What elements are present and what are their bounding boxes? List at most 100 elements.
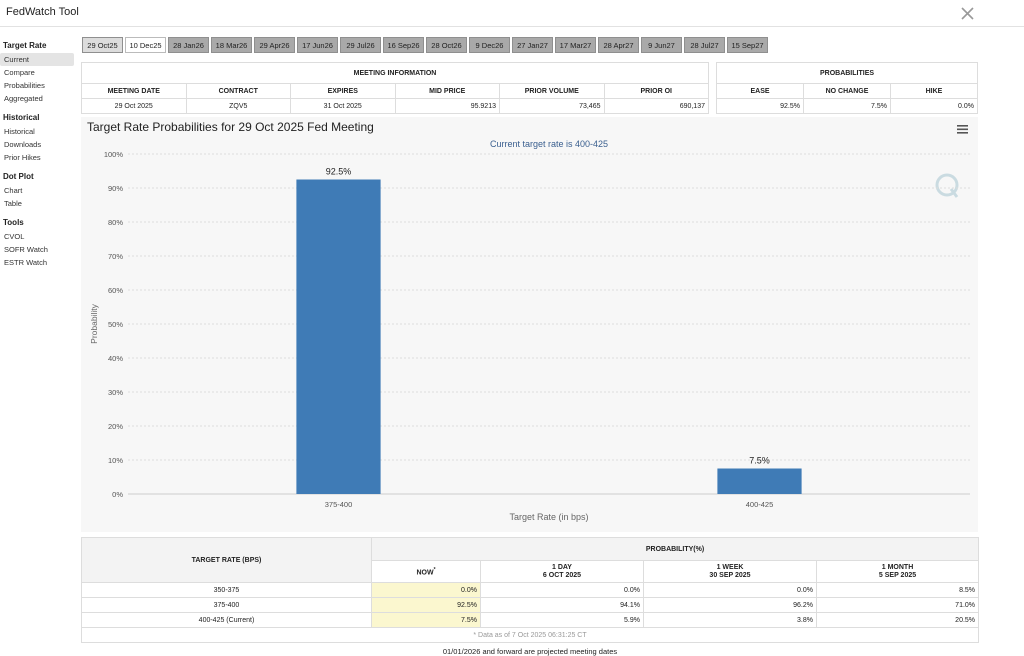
meeting-tab[interactable]: 29 Apr26 (254, 37, 295, 53)
probability-cell: 3.8% (643, 612, 817, 628)
footnote-row: * Data as of 7 Oct 2025 06:31:25 CT (80, 627, 980, 643)
sidebar-heading: Dot Plot (3, 172, 34, 181)
meeting-tab[interactable]: 28 Jan26 (168, 37, 209, 53)
group-header: PROBABILITY(%) (370, 537, 980, 561)
table-cell: 29 Oct 2025 (81, 98, 187, 114)
probability-cell: 0.0% (643, 582, 817, 598)
meeting-tab[interactable]: 27 Jan27 (512, 37, 553, 53)
column-header: EASE (716, 83, 804, 99)
meeting-tab[interactable]: 9 Jun27 (641, 37, 682, 53)
column-header: HIKE (890, 83, 978, 99)
sidebar-link[interactable]: Historical (4, 127, 35, 136)
table-cell: ZQV5 (185, 98, 291, 114)
sidebar-link[interactable]: Probabilities (4, 81, 45, 90)
sidebar-link[interactable]: SOFR Watch (4, 245, 48, 254)
table-cell: 31 Oct 2025 (290, 98, 396, 114)
table-header-row: TARGET RATE (BPS) PROBABILITY(%) (81, 537, 980, 583)
meeting-tab[interactable]: 18 Mar26 (211, 37, 252, 53)
y-axis-label: Probability (89, 303, 99, 343)
meeting-info-table: MEETING INFORMATION MEETING DATE CONTRACT E… (81, 62, 709, 114)
table-row: 92.5% 7.5% 0.0% (716, 98, 978, 114)
meeting-tab[interactable]: 9 Dec26 (469, 37, 510, 53)
y-tick-label: 10% (108, 456, 123, 465)
rate-cell: 400-425 (Current) (81, 612, 372, 628)
column-label: NOW (416, 569, 434, 577)
meeting-tab[interactable]: 16 Sep26 (383, 37, 424, 53)
column-label: 1 MONTH (881, 563, 914, 571)
column-header: NO CHANGE (803, 83, 891, 99)
table-header-row: EASE NO CHANGE HIKE (716, 83, 978, 99)
column-header: CONTRACT (185, 83, 291, 99)
watermark-logo (935, 173, 959, 198)
table-title: PROBABILITIES (716, 62, 978, 84)
meeting-tab[interactable]: 28 Apr27 (598, 37, 639, 53)
rate-cell: 350-375 (81, 582, 372, 598)
meeting-tab[interactable]: 15 Sep27 (727, 37, 768, 53)
probability-cell: 94.1% (480, 597, 644, 613)
meeting-tab[interactable]: 10 Dec25 (125, 37, 166, 53)
column-label: 1 DAY (552, 563, 572, 571)
probability-cell: 0.0% (371, 582, 481, 598)
table-title: MEETING INFORMATION (81, 62, 709, 84)
table-header-row: NOW* 1 DAY 6 OCT 2025 1 WEEK 30 SEP 2025 1 MO… (82, 560, 980, 583)
meeting-tab[interactable]: 17 Jun26 (297, 37, 338, 53)
y-tick-label: 90% (108, 184, 123, 193)
header-rule (0, 26, 1024, 27)
sidebar-link[interactable]: ESTR Watch (4, 258, 48, 267)
column-note: * (433, 566, 436, 573)
meeting-tab[interactable]: 17 Mar27 (555, 37, 596, 53)
sidebar-link[interactable]: Downloads (4, 140, 42, 149)
sidebar-link[interactable]: Prior Hikes (4, 153, 41, 162)
y-tick-label: 0% (112, 490, 123, 499)
sidebar-heading: Tools (3, 218, 24, 227)
probabilities-table: PROBABILITIES EASE NO CHANGE HIKE 92.5% 7.5% 0… (716, 62, 978, 114)
column-header: 1 DAY 6 OCT 2025 (480, 560, 644, 583)
column-header: PRIOR VOLUME (499, 83, 605, 99)
table-cell: 92.5% (716, 98, 804, 114)
menu-icon[interactable] (957, 125, 968, 134)
sidebar-link[interactable]: Chart (4, 186, 23, 195)
probability-cell: 71.0% (815, 597, 980, 613)
close-x-icon[interactable] (961, 7, 974, 20)
meeting-tab[interactable]: 28 Oct26 (426, 37, 467, 53)
probability-table: TARGET RATE (BPS) PROBABILITY(%) NOW* 1 DAY… (80, 537, 980, 643)
table-header-row: MEETING DATE CONTRACT EXPIRES MID PRICE PRIO… (81, 83, 709, 99)
x-tick-label: 375-400 (325, 500, 353, 509)
y-tick-label: 40% (108, 354, 123, 363)
sidebar-link[interactable]: Compare (4, 68, 35, 77)
meeting-tab[interactable]: 28 Jul27 (684, 37, 725, 53)
table-cell: 690,137 (603, 98, 709, 114)
meeting-tab[interactable]: 29 Oct25 (82, 37, 123, 53)
column-header: 1 MONTH 5 SEP 2025 (815, 560, 980, 583)
y-tick-label: 30% (108, 388, 123, 397)
column-date: 6 OCT 2025 (542, 571, 582, 579)
sidebar-link[interactable]: CVOL (4, 232, 25, 241)
x-axis-label: Target Rate (in bps) (509, 512, 588, 522)
data-label: 92.5% (326, 167, 352, 177)
column-header: PRIOR OI (603, 83, 709, 99)
probability-cell: 7.5% (371, 612, 481, 628)
bar (717, 468, 802, 494)
table-row: 375-400 92.5% 94.1% 96.2% 71.0% (81, 597, 980, 613)
table-cell: 95.9213 (394, 98, 500, 114)
sidebar-link[interactable]: Table (4, 199, 22, 208)
probability-cell: 5.9% (480, 612, 644, 628)
probability-cell: 92.5% (371, 597, 481, 613)
y-tick-label: 80% (108, 218, 123, 227)
probabilities-panel: PROBABILITIES EASE NO CHANGE HIKE 92.5% 7.5% 0… (716, 62, 978, 114)
table-title-row: PROBABILITIES (716, 62, 978, 84)
meeting-tab[interactable]: 29 Jul26 (340, 37, 381, 53)
table-title-row: MEETING INFORMATION (81, 62, 709, 84)
probability-cell: 20.5% (815, 612, 980, 628)
app-title: FedWatch Tool (6, 6, 79, 18)
table-cell: 7.5% (803, 98, 891, 114)
sidebar-link[interactable]: Current (0, 53, 74, 66)
column-header: EXPIRES (290, 83, 396, 99)
sidebar-heading: Historical (3, 113, 40, 122)
probability-cell: 0.0% (480, 582, 644, 598)
rate-cell: 375-400 (81, 597, 372, 613)
sidebar-link[interactable]: Aggregated (4, 94, 43, 103)
table-row: 350-375 0.0% 0.0% 0.0% 8.5% (81, 582, 980, 598)
probability-cell: 8.5% (815, 582, 980, 598)
